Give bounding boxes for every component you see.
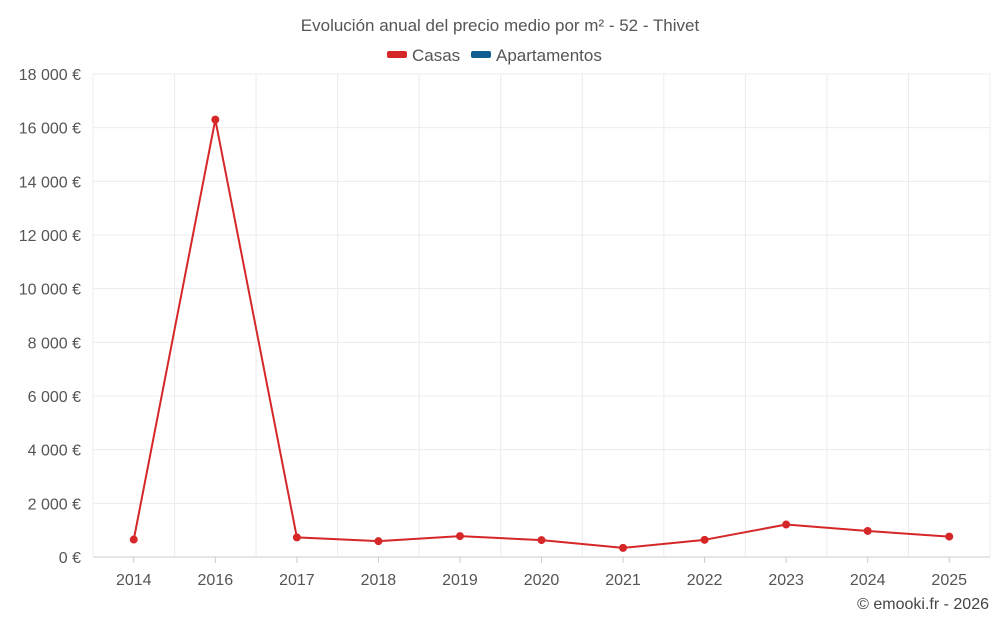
data-point[interactable]: [619, 543, 628, 552]
x-tick-label: 2022: [687, 572, 723, 589]
y-tick-label: 8 000 €: [28, 335, 81, 352]
y-tick-label: 18 000 €: [19, 67, 81, 84]
legend-swatch-apartamentos: [471, 51, 491, 58]
data-point[interactable]: [455, 532, 464, 541]
y-tick-label: 2 000 €: [28, 496, 81, 513]
x-tick-label: 2024: [850, 572, 886, 589]
data-point[interactable]: [374, 537, 383, 546]
chart-title: Evolución anual del precio medio por m² …: [301, 16, 700, 35]
y-tick-label: 0 €: [59, 550, 81, 567]
data-point[interactable]: [700, 535, 709, 544]
data-point[interactable]: [292, 533, 301, 542]
y-tick-label: 4 000 €: [28, 443, 81, 460]
series-casas: [129, 115, 954, 552]
legend-swatch-casas: [387, 51, 407, 58]
legend-label-casas[interactable]: Casas: [412, 46, 460, 65]
data-point[interactable]: [945, 532, 954, 541]
credit-text: © emooki.fr - 2026: [857, 596, 989, 613]
data-point[interactable]: [782, 520, 791, 529]
data-point[interactable]: [537, 536, 546, 545]
x-tick-label: 2023: [768, 572, 804, 589]
grid: [92, 73, 991, 558]
x-tick-label: 2018: [361, 572, 397, 589]
x-tick-label: 2025: [931, 572, 967, 589]
y-tick-label: 12 000 €: [19, 228, 81, 245]
data-point[interactable]: [129, 535, 138, 544]
x-tick-label: 2017: [279, 572, 315, 589]
y-tick-label: 16 000 €: [19, 121, 81, 138]
x-tick-label: 2014: [116, 572, 152, 589]
x-tick-label: 2016: [198, 572, 234, 589]
data-point[interactable]: [211, 115, 220, 124]
x-axis: 2014 2016 2017 2018 2019 2020 2021 2022 2023 2024…: [116, 557, 967, 589]
legend-label-apartamentos[interactable]: Apartamentos: [496, 46, 602, 65]
x-tick-label: 2021: [605, 572, 641, 589]
data-point[interactable]: [863, 526, 872, 535]
x-tick-label: 2019: [442, 572, 478, 589]
y-tick-label: 6 000 €: [28, 389, 81, 406]
y-tick-label: 10 000 €: [19, 282, 81, 299]
legend[interactable]: Casas Apartamentos: [387, 46, 602, 65]
x-tick-label: 2020: [524, 572, 560, 589]
y-axis: 0 € 2 000 € 4 000 € 6 000 € 8 000 € 10 000 € 1…: [19, 67, 81, 567]
y-tick-label: 14 000 €: [19, 174, 81, 191]
